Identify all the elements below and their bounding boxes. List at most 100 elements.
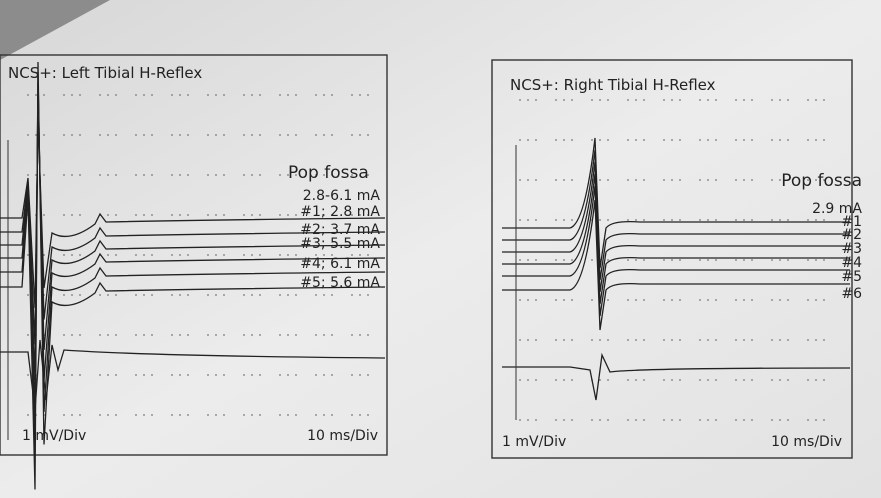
grid-dot <box>143 254 145 256</box>
grid-dot <box>215 254 217 256</box>
grid-dot <box>143 334 145 336</box>
grid-dot <box>679 219 681 221</box>
trace <box>502 137 850 269</box>
grid-dot <box>295 94 297 96</box>
grid-dot <box>663 379 665 381</box>
grid-dot <box>787 339 789 341</box>
grid-dot <box>351 174 353 176</box>
grid-dot <box>815 379 817 381</box>
grid-dot <box>351 414 353 416</box>
grid-dot <box>591 259 593 261</box>
grid-dot <box>771 139 773 141</box>
grid-dot <box>679 419 681 421</box>
grid-dot <box>79 134 81 136</box>
grid-dot <box>315 294 317 296</box>
grid-dot <box>519 379 521 381</box>
grid-dot <box>591 419 593 421</box>
grid-dot <box>555 299 557 301</box>
grid-dot <box>287 294 289 296</box>
grid-dot <box>27 374 29 376</box>
grid-dot <box>151 254 153 256</box>
grid-dot <box>135 214 137 216</box>
grid-dot <box>535 219 537 221</box>
grid-dot <box>243 214 245 216</box>
grid-dot <box>599 179 601 181</box>
grid-dot <box>107 134 109 136</box>
grid-dot <box>135 134 137 136</box>
grid-dot <box>807 179 809 181</box>
grid-dot <box>323 214 325 216</box>
grid-dot <box>563 339 565 341</box>
grid-dot <box>735 99 737 101</box>
grid-dot <box>607 379 609 381</box>
grid-dot <box>643 299 645 301</box>
grid-dot <box>743 139 745 141</box>
grid-dot <box>99 134 101 136</box>
grid-dot <box>787 179 789 181</box>
grid-dot <box>671 179 673 181</box>
grid-dot <box>259 214 261 216</box>
grid-dot <box>743 339 745 341</box>
grid-dot <box>527 139 529 141</box>
grid-dot <box>259 414 261 416</box>
grid-dot <box>295 134 297 136</box>
grid-dot <box>671 259 673 261</box>
grid-dot <box>359 294 361 296</box>
grid-dot <box>751 219 753 221</box>
grid-dot <box>251 254 253 256</box>
grid-dot <box>251 374 253 376</box>
grid-dot <box>351 214 353 216</box>
grid-dot <box>359 374 361 376</box>
grid-dot <box>323 174 325 176</box>
grid-dot <box>99 294 101 296</box>
grid-dot <box>535 179 537 181</box>
grid-dot <box>571 219 573 221</box>
grid-dot <box>287 254 289 256</box>
grid-dot <box>367 174 369 176</box>
grid-dot <box>779 139 781 141</box>
grid-dot <box>107 294 109 296</box>
grid-dot <box>823 299 825 301</box>
grid-dot <box>699 139 701 141</box>
grid-dot <box>367 94 369 96</box>
trace-label: #3 <box>841 241 862 257</box>
grid-dot <box>315 334 317 336</box>
grid-dot <box>751 139 753 141</box>
grid-dot <box>599 99 601 101</box>
grid-dot <box>323 374 325 376</box>
grid-dot <box>71 294 73 296</box>
grid-dot <box>287 374 289 376</box>
grid-dot <box>295 214 297 216</box>
grid-dot <box>787 99 789 101</box>
grid-dot <box>115 214 117 216</box>
grid-dot <box>679 379 681 381</box>
grid-dot <box>287 174 289 176</box>
grid-dot <box>171 294 173 296</box>
grid-dot <box>251 134 253 136</box>
grid-dot <box>279 94 281 96</box>
grid-dot <box>27 414 29 416</box>
grid-dot <box>151 94 153 96</box>
grid-dot <box>279 134 281 136</box>
grid-dot <box>115 374 117 376</box>
grid-dot <box>823 419 825 421</box>
grid-dot <box>107 334 109 336</box>
grid-dot <box>35 134 37 136</box>
grid-dot <box>527 179 529 181</box>
grid-dot <box>571 179 573 181</box>
grid-dot <box>519 99 521 101</box>
grid-dot <box>643 99 645 101</box>
grid-dot <box>279 294 281 296</box>
grid-dot <box>563 99 565 101</box>
grid-dot <box>771 99 773 101</box>
grid-dot <box>707 179 709 181</box>
grid-dot <box>555 379 557 381</box>
grid-dot <box>707 299 709 301</box>
grid-dot <box>63 94 65 96</box>
grid-dot <box>635 259 637 261</box>
grid-dot <box>787 419 789 421</box>
grid-dot <box>679 139 681 141</box>
grid-dot <box>715 419 717 421</box>
grid-dot <box>563 299 565 301</box>
